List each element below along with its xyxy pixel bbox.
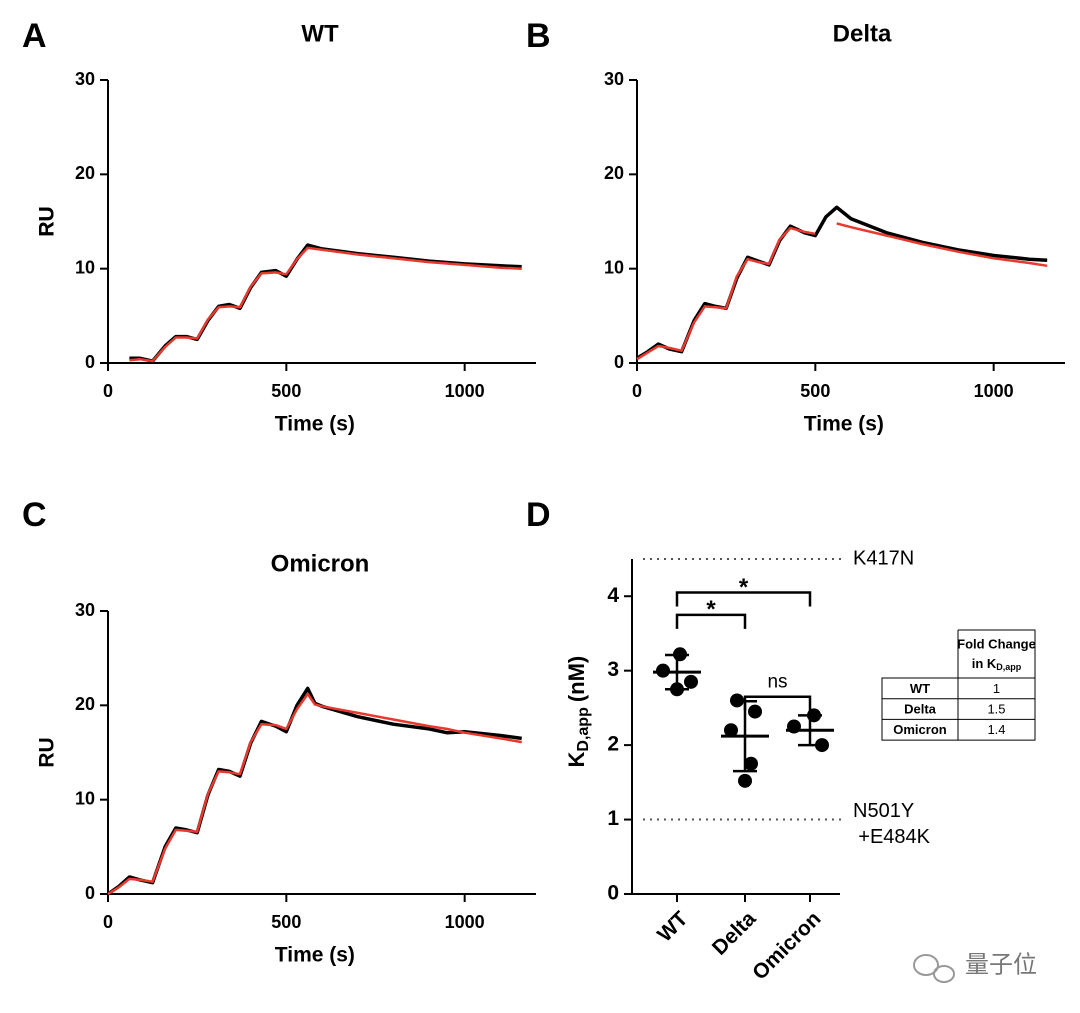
x-tick-label: 1000 <box>445 912 485 932</box>
data-point <box>738 773 752 788</box>
y-tick-label: 10 <box>75 257 95 277</box>
data-point <box>748 704 762 719</box>
x-axis-title: Time (s) <box>804 413 884 436</box>
table-cell: 1 <box>993 681 1000 696</box>
significance-label: * <box>739 574 749 601</box>
reference-label: N501Y <box>853 800 914 822</box>
table-header: in KD,app <box>972 656 1022 672</box>
x-tick-label: Omicron <box>748 907 825 984</box>
y-tick-label: 20 <box>75 163 95 183</box>
chart-title: Delta <box>833 20 892 47</box>
series-line <box>129 246 522 363</box>
significance-label: * <box>706 596 716 623</box>
series-line <box>636 205 1048 360</box>
data-point <box>744 756 758 771</box>
significance-label: ns <box>767 672 787 693</box>
y-tick-label: 4 <box>607 584 619 607</box>
panel-letter: B <box>526 17 551 55</box>
y-tick-label: 30 <box>75 600 95 620</box>
table-cell: Delta <box>904 701 937 716</box>
table-header-sub: D,app <box>996 662 1022 672</box>
x-axis-title: Time (s) <box>275 413 355 436</box>
panel-letter: A <box>22 17 47 55</box>
y-tick-label: 10 <box>75 788 95 808</box>
chart-title: Omicron <box>271 550 370 577</box>
x-tick-label: 0 <box>632 381 642 401</box>
y-tick-label: 10 <box>604 257 624 277</box>
table-header-main: in K <box>972 656 997 671</box>
y-tick-label: 3 <box>607 658 619 681</box>
significance-bracket <box>743 695 812 711</box>
y-tick-label: 30 <box>604 69 624 89</box>
table-border <box>881 629 1036 741</box>
data-point <box>684 674 698 689</box>
y-axis-title: RU <box>36 206 59 236</box>
y-tick-label: 0 <box>85 352 95 372</box>
table-cell: WT <box>910 681 930 696</box>
y-tick-label: 1 <box>607 807 619 830</box>
watermark: 量子位 <box>965 951 1037 978</box>
significance-bracket <box>675 613 747 629</box>
series-line <box>107 692 522 896</box>
panel-letter: C <box>22 496 47 534</box>
x-tick-label: 500 <box>271 381 301 401</box>
y-tick-label: 0 <box>85 883 95 903</box>
y-tick-label: 0 <box>607 882 619 905</box>
y-axis-title: KD,app (nM) <box>564 656 592 768</box>
x-tick-label: 500 <box>271 912 301 932</box>
x-tick-label: WT <box>653 907 692 946</box>
y-title-main: K <box>564 751 589 767</box>
table-cell: 1.4 <box>987 722 1005 737</box>
y-tick-label: 20 <box>75 694 95 714</box>
x-tick-label: 0 <box>103 381 113 401</box>
watermark-icon <box>913 954 955 983</box>
x-tick-label: 0 <box>103 912 113 932</box>
chart-title: WT <box>301 20 339 47</box>
table-header: Fold Change <box>957 636 1036 651</box>
series-line <box>106 686 522 896</box>
y-title-unit: (nM) <box>564 656 589 702</box>
x-tick-label: 500 <box>800 381 830 401</box>
table-cell: 1.5 <box>987 701 1005 716</box>
reference-label: +E484K <box>858 826 930 848</box>
panel-letter: D <box>526 496 551 534</box>
x-axis-title: Time (s) <box>275 944 355 967</box>
significance-bracket <box>675 591 812 607</box>
table-cell: Omicron <box>893 722 947 737</box>
y-tick-label: 30 <box>75 69 95 89</box>
y-title-sub: D,app <box>575 707 592 752</box>
x-tick-label: Delta <box>708 907 761 960</box>
x-tick-label: 1000 <box>445 381 485 401</box>
y-tick-label: 20 <box>604 163 624 183</box>
x-tick-label: 1000 <box>974 381 1014 401</box>
y-axis-title: RU <box>36 206 59 236</box>
y-tick-label: 0 <box>614 352 624 372</box>
y-axis-title: RU <box>36 737 59 767</box>
data-point <box>724 723 738 738</box>
series-line <box>636 222 1048 361</box>
series-line <box>129 243 522 363</box>
y-tick-label: 2 <box>607 733 619 756</box>
reference-label: K417N <box>853 547 914 569</box>
